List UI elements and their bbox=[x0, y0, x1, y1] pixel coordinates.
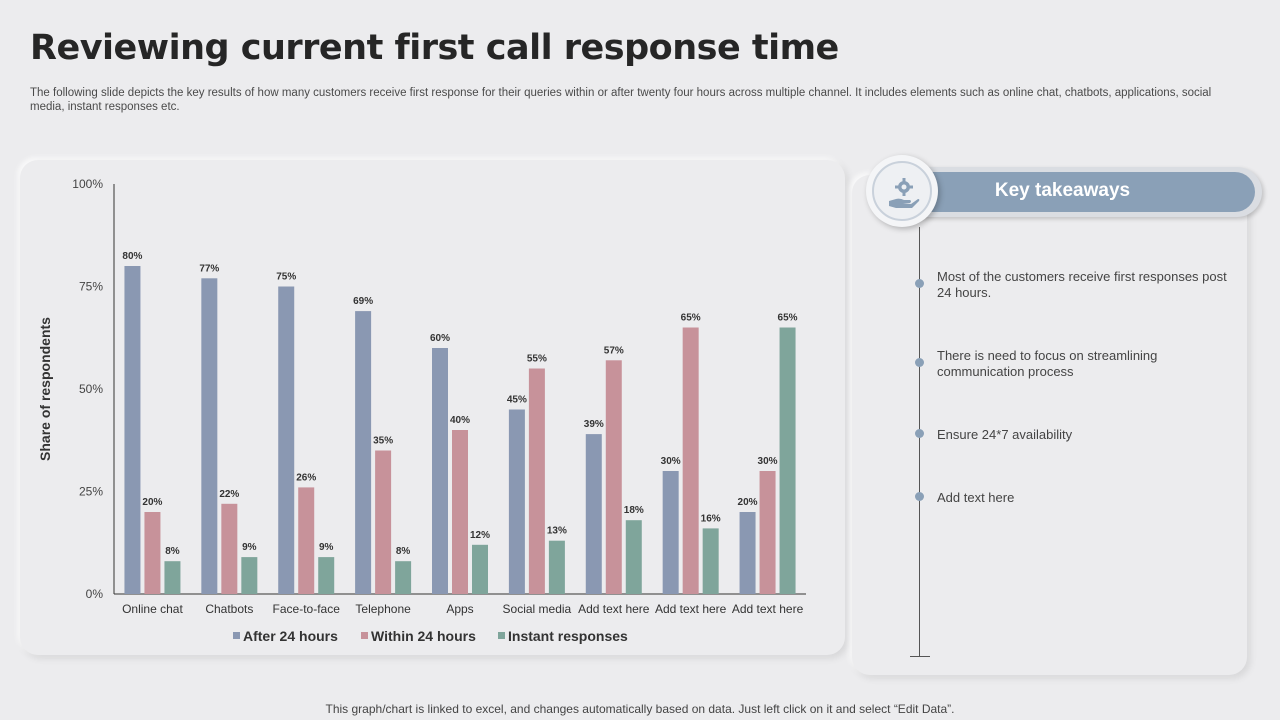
bar bbox=[241, 557, 258, 594]
bar bbox=[201, 278, 218, 594]
bar bbox=[395, 561, 412, 594]
takeaway-bullet bbox=[915, 492, 924, 501]
x-tick-label: Add text here bbox=[732, 602, 804, 616]
bar bbox=[221, 503, 238, 594]
data-label: 16% bbox=[701, 513, 721, 524]
y-tick-label: 75% bbox=[79, 280, 103, 294]
legend-swatch bbox=[498, 632, 505, 639]
takeaway-item: Add text here bbox=[937, 490, 1015, 505]
bar bbox=[605, 360, 622, 594]
data-label: 30% bbox=[661, 456, 681, 467]
legend-swatch bbox=[361, 632, 368, 639]
data-label: 26% bbox=[296, 472, 316, 483]
x-tick-label: Face-to-face bbox=[273, 602, 341, 616]
bar bbox=[662, 471, 679, 594]
x-tick-label: Social media bbox=[503, 602, 572, 616]
bar bbox=[124, 266, 141, 594]
legend-label: After 24 hours bbox=[243, 628, 338, 644]
x-tick-label: Add text here bbox=[578, 602, 650, 616]
x-tick-label: Apps bbox=[446, 602, 473, 616]
legend-label: Instant responses bbox=[508, 628, 628, 644]
takeaways-title: Key takeaways bbox=[994, 180, 1131, 201]
data-label: 12% bbox=[470, 530, 490, 541]
data-label: 40% bbox=[450, 415, 470, 426]
hand-gear-icon bbox=[889, 178, 920, 208]
takeaways-timeline bbox=[919, 227, 920, 657]
bar bbox=[508, 409, 525, 594]
bar bbox=[528, 368, 545, 594]
takeaway-bullet bbox=[915, 429, 924, 438]
data-label: 8% bbox=[165, 546, 180, 557]
bar bbox=[472, 544, 488, 594]
data-label: 8% bbox=[396, 546, 411, 557]
y-axis-title: Share of respondents bbox=[37, 317, 53, 461]
y-tick-label: 100% bbox=[72, 177, 103, 191]
takeaways-card bbox=[852, 175, 1247, 675]
takeaway-item: Most of the customers receive first resp… bbox=[937, 269, 1227, 300]
data-label: 77% bbox=[199, 263, 219, 274]
takeaway-bullet bbox=[915, 279, 924, 288]
takeaway-bullet bbox=[915, 358, 924, 367]
bar bbox=[278, 286, 295, 594]
data-label: 65% bbox=[778, 313, 798, 324]
bar bbox=[432, 348, 448, 594]
page-title: Reviewing current first call response ti… bbox=[30, 28, 839, 68]
data-label: 30% bbox=[758, 456, 778, 467]
bar bbox=[779, 327, 796, 594]
bar bbox=[355, 311, 372, 594]
timeline-end-cap bbox=[910, 656, 930, 657]
x-tick-label: Online chat bbox=[122, 602, 183, 616]
y-tick-label: 25% bbox=[79, 485, 103, 499]
bar bbox=[702, 528, 719, 594]
y-tick-label: 50% bbox=[79, 382, 103, 396]
x-tick-label: Telephone bbox=[355, 602, 411, 616]
legend-swatch bbox=[233, 632, 240, 639]
data-label: 39% bbox=[584, 419, 604, 430]
data-label: 75% bbox=[276, 272, 296, 283]
data-label: 65% bbox=[681, 313, 701, 324]
takeaways-banner bbox=[885, 167, 1262, 217]
bar bbox=[625, 520, 642, 594]
bar bbox=[452, 430, 468, 594]
data-label: 55% bbox=[527, 354, 547, 365]
data-label: 35% bbox=[373, 436, 393, 447]
bar-chart: 0% 25% 50% 75% 100% Share of respondents 80% 20… bbox=[37, 177, 806, 644]
bar bbox=[548, 540, 565, 594]
bar bbox=[318, 557, 335, 594]
footer-note: This graph/chart is linked to excel, and… bbox=[325, 702, 955, 716]
legend-label: Within 24 hours bbox=[371, 628, 476, 644]
x-tick-label: Chatbots bbox=[205, 602, 253, 616]
takeaway-item: Ensure 24*7 availability bbox=[937, 427, 1073, 442]
bar bbox=[375, 450, 392, 594]
data-label: 9% bbox=[242, 542, 257, 553]
bar bbox=[682, 327, 699, 594]
data-label: 60% bbox=[430, 333, 450, 344]
bar bbox=[164, 561, 181, 594]
data-label: 57% bbox=[604, 345, 624, 356]
data-label: 13% bbox=[547, 526, 567, 537]
bar bbox=[298, 487, 315, 594]
data-label: 9% bbox=[319, 542, 334, 553]
data-label: 45% bbox=[507, 395, 527, 406]
data-label: 69% bbox=[353, 296, 373, 307]
data-label: 20% bbox=[738, 497, 758, 508]
bar bbox=[759, 471, 776, 594]
data-label: 80% bbox=[122, 251, 142, 262]
data-label: 20% bbox=[142, 497, 162, 508]
takeaways-icon-badge bbox=[866, 155, 938, 227]
x-tick-label: Add text here bbox=[655, 602, 727, 616]
y-tick-label: 0% bbox=[86, 587, 104, 601]
bar bbox=[144, 512, 161, 594]
page-subtitle: The following slide depicts the key resu… bbox=[30, 87, 1212, 113]
bar bbox=[585, 434, 602, 594]
bar bbox=[739, 512, 756, 594]
data-label: 18% bbox=[624, 505, 644, 516]
takeaway-item: There is need to focus on streamlining c… bbox=[937, 348, 1158, 379]
data-label: 22% bbox=[219, 489, 239, 500]
